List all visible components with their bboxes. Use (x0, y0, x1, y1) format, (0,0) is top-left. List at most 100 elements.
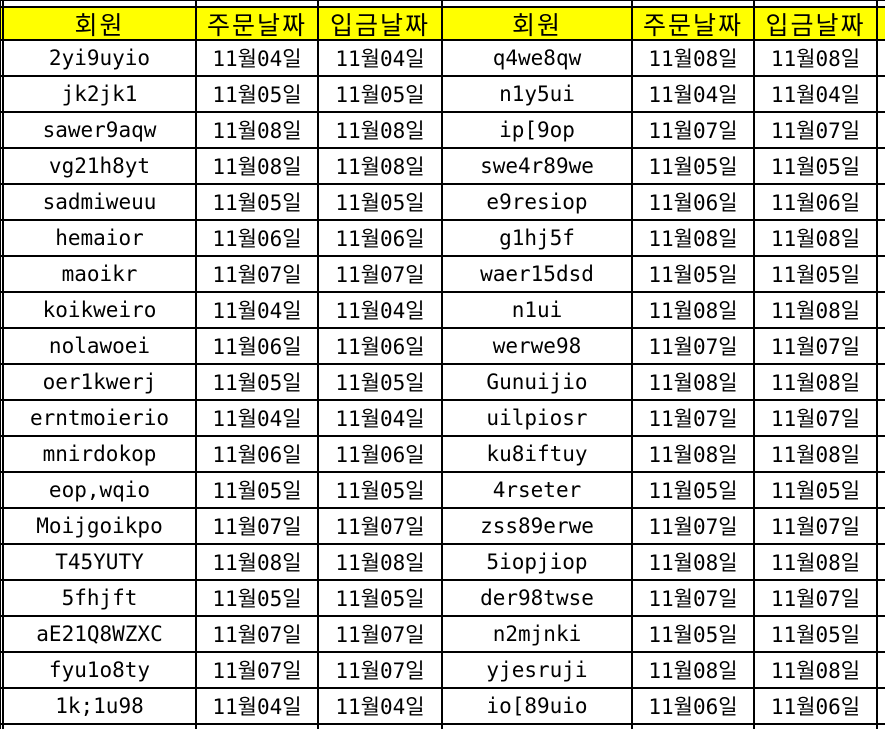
order-date-cell[interactable]: 11월06일 (197, 437, 319, 471)
order-date-cell[interactable]: 11월05일 (633, 473, 755, 507)
header-order-date-left[interactable]: 주문날짜 (197, 8, 319, 39)
member-cell[interactable]: fyu1o8ty (4, 653, 197, 687)
deposit-date-cell[interactable]: 11월07일 (755, 329, 878, 363)
member-cell[interactable]: der98twse (443, 581, 633, 615)
deposit-date-cell[interactable]: 11월07일 (755, 581, 878, 615)
deposit-date-cell[interactable]: 11월08일 (755, 653, 878, 687)
member-cell[interactable]: ip[9op (443, 113, 633, 147)
header-deposit-date-left[interactable]: 입금날짜 (319, 8, 443, 39)
member-cell[interactable]: Moijgoikpo (4, 509, 197, 543)
order-date-cell[interactable]: 11월08일 (197, 545, 319, 579)
deposit-date-cell[interactable]: 11월07일 (755, 509, 878, 543)
deposit-date-cell[interactable]: 11월06일 (755, 689, 878, 723)
order-date-cell[interactable]: 11월04일 (197, 41, 319, 75)
member-cell[interactable]: werwe98 (443, 329, 633, 363)
member-cell[interactable]: swe4r89we (443, 149, 633, 183)
member-cell[interactable]: eop,wqio (4, 473, 197, 507)
member-cell[interactable]: nolawoei (4, 329, 197, 363)
order-date-cell[interactable]: 11월07일 (197, 257, 319, 291)
member-cell[interactable]: uilpiosr (443, 401, 633, 435)
header-member-right[interactable]: 회원 (443, 8, 633, 39)
member-cell[interactable]: T45YUTY (4, 545, 197, 579)
order-date-cell[interactable]: 11월07일 (633, 509, 755, 543)
header-order-date-right[interactable]: 주문날짜 (633, 8, 755, 39)
member-cell[interactable]: yjesruji (443, 653, 633, 687)
order-date-cell[interactable]: 11월08일 (633, 653, 755, 687)
deposit-date-cell[interactable]: 11월04일 (319, 293, 443, 327)
deposit-date-cell[interactable]: 11월05일 (319, 365, 443, 399)
member-cell[interactable]: g1hj5f (443, 221, 633, 255)
member-cell[interactable]: erntmoierio (4, 401, 197, 435)
deposit-date-cell[interactable]: 11월08일 (319, 113, 443, 147)
member-cell[interactable]: e9resiop (443, 185, 633, 219)
deposit-date-cell[interactable]: 11월04일 (319, 401, 443, 435)
deposit-date-cell[interactable]: 11월06일 (319, 221, 443, 255)
deposit-date-cell[interactable]: 11월07일 (755, 401, 878, 435)
order-date-cell[interactable]: 11월05일 (197, 77, 319, 111)
order-date-cell[interactable]: 11월04일 (197, 689, 319, 723)
order-date-cell[interactable]: 11월05일 (197, 473, 319, 507)
deposit-date-cell[interactable]: 11월08일 (755, 221, 878, 255)
member-cell[interactable]: zss89erwe (443, 509, 633, 543)
member-cell[interactable]: oer1kwerj (4, 365, 197, 399)
member-cell[interactable]: maoikr (4, 257, 197, 291)
deposit-date-cell[interactable]: 11월08일 (319, 149, 443, 183)
order-date-cell[interactable]: 11월08일 (633, 545, 755, 579)
deposit-date-cell[interactable]: 11월08일 (755, 365, 878, 399)
deposit-date-cell[interactable]: 11월08일 (755, 41, 878, 75)
order-date-cell[interactable]: 11월06일 (197, 329, 319, 363)
order-date-cell[interactable]: 11월05일 (197, 581, 319, 615)
order-date-cell[interactable]: 11월04일 (197, 401, 319, 435)
deposit-date-cell[interactable]: 11월07일 (755, 113, 878, 147)
order-date-cell[interactable]: 11월08일 (633, 41, 755, 75)
order-date-cell[interactable]: 11월05일 (633, 257, 755, 291)
member-cell[interactable]: vg21h8yt (4, 149, 197, 183)
member-cell[interactable]: jk2jk1 (4, 77, 197, 111)
deposit-date-cell[interactable]: 11월07일 (319, 617, 443, 651)
member-cell[interactable]: sadmiweuu (4, 185, 197, 219)
member-cell[interactable]: 5fhjft (4, 581, 197, 615)
deposit-date-cell[interactable]: 11월05일 (755, 149, 878, 183)
deposit-date-cell[interactable]: 11월05일 (755, 257, 878, 291)
member-cell[interactable]: 2yi9uyio (4, 41, 197, 75)
order-date-cell[interactable]: 11월07일 (633, 113, 755, 147)
member-cell[interactable]: Gunuijio (443, 365, 633, 399)
order-date-cell[interactable]: 11월06일 (197, 221, 319, 255)
order-date-cell[interactable]: 11월07일 (197, 617, 319, 651)
deposit-date-cell[interactable]: 11월04일 (755, 77, 878, 111)
member-cell[interactable]: 4rseter (443, 473, 633, 507)
order-date-cell[interactable]: 11월05일 (633, 149, 755, 183)
order-date-cell[interactable]: 11월04일 (633, 77, 755, 111)
deposit-date-cell[interactable]: 11월07일 (319, 653, 443, 687)
order-date-cell[interactable]: 11월08일 (633, 437, 755, 471)
deposit-date-cell[interactable]: 11월05일 (319, 77, 443, 111)
deposit-date-cell[interactable]: 11월08일 (755, 293, 878, 327)
member-cell[interactable]: 1k;1u98 (4, 689, 197, 723)
member-cell[interactable]: n1y5ui (443, 77, 633, 111)
order-date-cell[interactable]: 11월07일 (197, 653, 319, 687)
deposit-date-cell[interactable]: 11월08일 (755, 545, 878, 579)
header-member-left[interactable]: 회원 (4, 8, 197, 39)
order-date-cell[interactable]: 11월05일 (197, 185, 319, 219)
deposit-date-cell[interactable]: 11월06일 (319, 437, 443, 471)
order-date-cell[interactable]: 11월08일 (633, 365, 755, 399)
header-deposit-date-right[interactable]: 입금날짜 (755, 8, 878, 39)
order-date-cell[interactable]: 11월04일 (197, 293, 319, 327)
member-cell[interactable]: n2mjnki (443, 617, 633, 651)
member-cell[interactable]: 5iopjiop (443, 545, 633, 579)
deposit-date-cell[interactable]: 11월07일 (319, 509, 443, 543)
member-cell[interactable]: aE21Q8WZXC (4, 617, 197, 651)
order-date-cell[interactable]: 11월07일 (197, 509, 319, 543)
member-cell[interactable]: mnirdokop (4, 437, 197, 471)
order-date-cell[interactable]: 11월08일 (197, 149, 319, 183)
deposit-date-cell[interactable]: 11월05일 (755, 473, 878, 507)
deposit-date-cell[interactable]: 11월05일 (755, 617, 878, 651)
member-cell[interactable]: hemaior (4, 221, 197, 255)
deposit-date-cell[interactable]: 11월07일 (319, 257, 443, 291)
deposit-date-cell[interactable]: 11월05일 (319, 581, 443, 615)
order-date-cell[interactable]: 11월08일 (633, 293, 755, 327)
order-date-cell[interactable]: 11월06일 (633, 185, 755, 219)
deposit-date-cell[interactable]: 11월04일 (319, 41, 443, 75)
order-date-cell[interactable]: 11월06일 (633, 689, 755, 723)
order-date-cell[interactable]: 11월07일 (633, 581, 755, 615)
